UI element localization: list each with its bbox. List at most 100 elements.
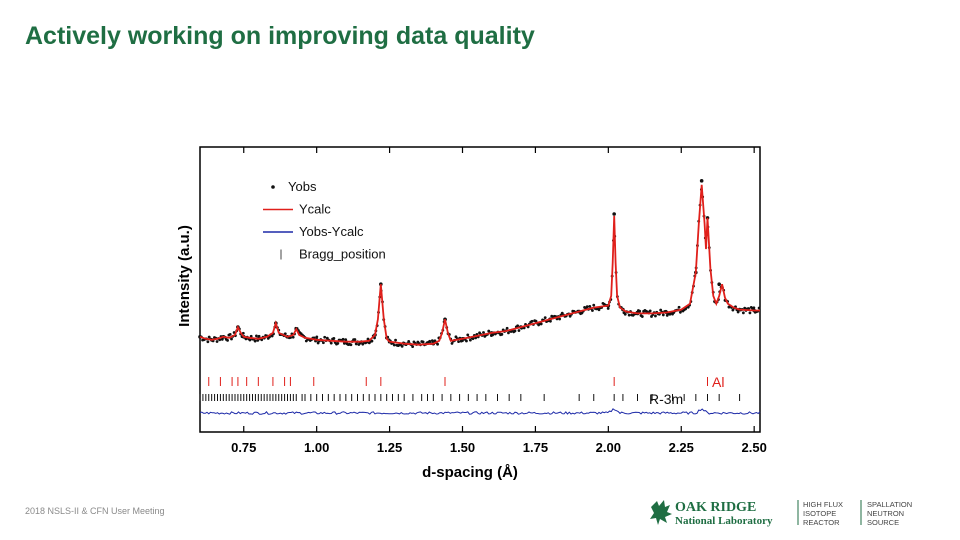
yobs-point [466, 333, 470, 337]
ycalc-line [199, 184, 760, 346]
yobs-point [591, 309, 594, 312]
facility1-line3: REACTOR [803, 518, 840, 527]
footer-text: 2018 NSLS-II & CFN User Meeting [25, 506, 165, 516]
yobs-point [500, 332, 504, 336]
yobs-point [450, 341, 454, 345]
x-tick-label: 1.25 [377, 440, 402, 455]
yobs-point [220, 337, 224, 341]
yobs-point [507, 331, 510, 335]
x-tick-label: 1.75 [523, 440, 548, 455]
yobs-point [752, 306, 756, 310]
yobs-point [283, 332, 287, 336]
yobs-point [315, 335, 319, 339]
phase-label-r3m: R-3m [649, 391, 683, 407]
yobs-point [430, 339, 434, 343]
series-layer [198, 179, 761, 415]
x-tick-label: 2.25 [669, 440, 694, 455]
yobs-point [659, 308, 663, 312]
yobs-point [349, 343, 353, 347]
ornl-logo: OAK RIDGE National Laboratory HIGH FLUX … [650, 500, 912, 527]
yobs-point [482, 331, 485, 334]
facility1-line2: ISOTOPE [803, 509, 836, 518]
yobs-point [361, 342, 365, 346]
yobs-point [316, 341, 320, 345]
yobs-point [255, 334, 258, 338]
yobs-point [394, 338, 397, 342]
yobs-point [747, 307, 751, 310]
yobs-point [428, 339, 432, 343]
legend-entry: Ycalc [299, 202, 331, 217]
facility2-line1: SPALLATION [867, 500, 912, 509]
yobs-point [539, 322, 543, 326]
yobs-point [585, 305, 589, 309]
yobs-point [627, 313, 631, 317]
yobs-point [353, 338, 357, 341]
diff-line [199, 408, 761, 415]
yobs-point [270, 334, 274, 338]
yobs-point [341, 337, 345, 341]
yobs-point [336, 341, 340, 345]
yobs-point [686, 305, 690, 309]
yobs-point [757, 306, 761, 310]
yobs-point [257, 334, 261, 338]
yobs-point [323, 335, 327, 339]
yobs-point [678, 310, 682, 314]
yobs-point [248, 338, 252, 342]
yobs-point [597, 308, 601, 312]
x-tick-label: 2.00 [596, 440, 621, 455]
yobs-point [748, 311, 752, 315]
x-ticks: 0.75 1.00 1.25 1.50 1.75 2.00 2.25 2.50 [231, 147, 767, 455]
yobs-point [206, 340, 210, 344]
legend-entry: Yobs [288, 179, 317, 194]
legend-yobs-marker [271, 185, 275, 189]
chart: 0.75 1.00 1.25 1.50 1.75 2.00 2.25 2.50 d-spaci… [176, 146, 767, 481]
yobs-point [407, 340, 411, 343]
yobs-point [215, 340, 219, 343]
yobs-point [558, 317, 562, 321]
yobs-point [530, 319, 534, 323]
yobs-point [513, 329, 517, 333]
yobs-point [329, 341, 333, 345]
slide-title: Actively working on improving data quali… [25, 22, 535, 50]
yobs-point [291, 335, 295, 339]
x-tick-label: 0.75 [231, 440, 256, 455]
yobs-point [741, 311, 745, 315]
logo-name-line1: OAK RIDGE [675, 500, 756, 515]
yobs-point [230, 337, 233, 341]
legend-entry: Bragg_position [299, 247, 386, 262]
yobs-point [717, 282, 721, 286]
yobs-point [588, 304, 592, 308]
plot-border [199, 146, 761, 433]
yobs-point [228, 332, 232, 336]
facility1-line1: HIGH FLUX [803, 500, 843, 509]
plot-frame [199, 146, 761, 433]
phase-label-al: Al [712, 374, 724, 390]
bragg-marks [199, 377, 741, 401]
yobs-point [592, 303, 596, 307]
yobs-point [648, 309, 652, 313]
yobs-point [677, 305, 681, 309]
yobs-point [421, 340, 425, 344]
legend: Yobs Ycalc Yobs-Ycalc Bragg_position [263, 179, 386, 262]
yobs-point [370, 339, 374, 343]
x-axis-label: d-spacing (Å) [422, 464, 518, 481]
yobs-point [332, 337, 336, 340]
leaf-icon [650, 500, 672, 525]
yobs-point [534, 319, 538, 323]
x-tick-label: 1.00 [304, 440, 329, 455]
yobs-point [517, 329, 521, 332]
yobs-point [253, 339, 257, 343]
yobs-point [623, 312, 627, 316]
yobs-point [736, 310, 740, 314]
yobs-point [516, 324, 520, 328]
yobs-point [543, 316, 547, 320]
yobs-point [207, 335, 211, 339]
yobs-point [505, 326, 509, 330]
x-tick-label: 1.50 [450, 440, 475, 455]
yobs-point [654, 314, 657, 318]
y-axis-label: Intensity (a.u.) [176, 225, 193, 327]
yobs-point [321, 341, 325, 345]
yobs-point [457, 340, 460, 344]
yobs-point [661, 313, 665, 317]
yobs-point [468, 338, 472, 342]
